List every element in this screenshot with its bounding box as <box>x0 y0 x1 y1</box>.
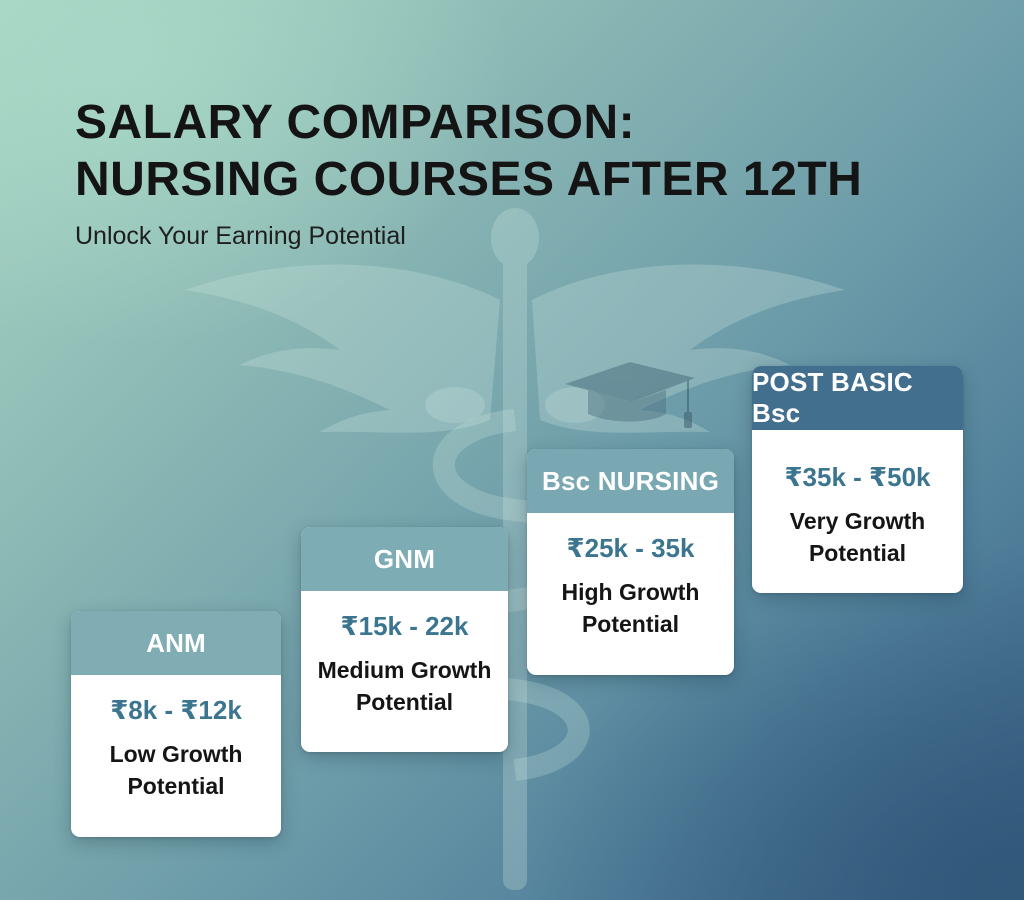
growth-line-1: High Growth <box>561 579 700 605</box>
growth-line-1: Very Growth <box>789 508 926 534</box>
course-card-bsc-nursing: Bsc NURSING ₹25k - 35k High Growth Poten… <box>527 449 734 675</box>
growth-potential: Medium Growth Potential <box>301 654 508 718</box>
growth-line-2: Potential <box>127 773 225 799</box>
salary-range: ₹15k - 22k <box>340 611 469 641</box>
title-line-2: NURSING COURSES AFTER 12TH <box>75 153 863 206</box>
growth-line-2: Potential <box>581 611 680 637</box>
growth-potential: Very Growth Potential <box>752 505 963 569</box>
course-card-anm: ANM ₹8k - ₹12k Low Growth Potential <box>71 611 281 837</box>
card-header: GNM <box>301 527 508 591</box>
page-title: SALARY COMPARISON: NURSING COURSES AFTER… <box>75 94 862 208</box>
growth-line-1: Low Growth <box>109 741 243 767</box>
salary-range: ₹8k - ₹12k <box>110 695 242 725</box>
course-card-gnm: GNM ₹15k - 22k Medium Growth Potential <box>301 527 508 752</box>
card-header: Bsc NURSING <box>527 449 734 513</box>
course-card-post-basic-bsc: POST BASIC Bsc ₹35k - ₹50k Very Growth P… <box>752 366 963 593</box>
salary-range: ₹25k - 35k <box>566 533 695 563</box>
page-subtitle: Unlock Your Earning Potential <box>75 222 406 250</box>
growth-line-2: Potential <box>355 689 454 715</box>
salary-range: ₹35k - ₹50k <box>784 462 931 492</box>
growth-line-2: Potential <box>808 540 907 566</box>
card-header: ANM <box>71 611 281 675</box>
growth-potential: Low Growth Potential <box>71 738 281 802</box>
graduation-cap-icon <box>565 362 695 428</box>
title-line-1: SALARY COMPARISON: <box>75 96 636 149</box>
card-header: POST BASIC Bsc <box>752 366 963 430</box>
growth-potential: High Growth Potential <box>527 576 734 640</box>
growth-line-1: Medium Growth <box>317 657 492 683</box>
